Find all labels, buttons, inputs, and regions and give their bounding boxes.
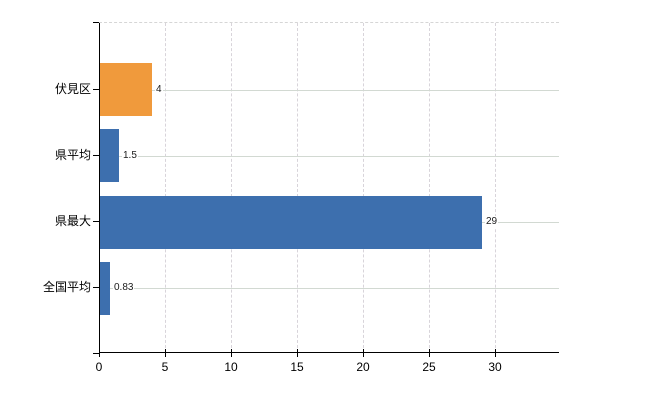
- bar-value-label: 0.83: [113, 282, 135, 294]
- gridline-vertical: [165, 23, 166, 353]
- y-tick-mark: [93, 155, 99, 156]
- y-tick-mark: [93, 221, 99, 222]
- x-tick-label: 15: [290, 360, 304, 374]
- gridline-vertical: [363, 23, 364, 353]
- gridline-vertical: [231, 23, 232, 353]
- bar: [99, 262, 110, 315]
- bar: [99, 63, 152, 116]
- x-tick-mark: [231, 349, 232, 357]
- x-tick-label: 25: [422, 360, 436, 374]
- category-label: 県最大: [54, 214, 91, 228]
- x-tick-mark: [99, 349, 100, 357]
- gridline-horizontal: [99, 90, 559, 91]
- x-tick-label: 0: [95, 360, 103, 374]
- x-tick-mark: [429, 349, 430, 357]
- category-label: 県平均: [54, 148, 91, 162]
- x-tick-mark: [165, 349, 166, 357]
- x-tick-mark: [297, 349, 298, 357]
- x-tick-label: 30: [488, 360, 502, 374]
- bar: [99, 196, 482, 249]
- gridline-vertical: [429, 23, 430, 353]
- bar-value-label: 4: [155, 84, 163, 96]
- x-axis-line: [99, 352, 559, 353]
- x-tick-label: 10: [224, 360, 238, 374]
- x-tick-label: 5: [161, 360, 169, 374]
- y-tick-mark: [93, 89, 99, 90]
- plot-area: 4 1.5 29 0.83: [99, 22, 559, 353]
- category-label: 伏見区: [54, 82, 91, 96]
- bar-value-label: 1.5: [122, 150, 138, 162]
- y-axis-line: [99, 23, 100, 353]
- gridline-horizontal: [99, 156, 559, 157]
- y-tick-mark: [93, 353, 99, 354]
- bar: [99, 129, 119, 182]
- x-tick-mark: [363, 349, 364, 357]
- bar-value-label: 29: [485, 216, 499, 228]
- gridline-vertical: [495, 23, 496, 353]
- y-tick-mark: [93, 287, 99, 288]
- y-tick-mark: [93, 22, 99, 23]
- category-label: 全国平均: [42, 280, 91, 294]
- x-tick-label: 20: [356, 360, 370, 374]
- x-tick-mark: [495, 349, 496, 357]
- gridline-vertical: [297, 23, 298, 353]
- gridline-horizontal: [99, 288, 559, 289]
